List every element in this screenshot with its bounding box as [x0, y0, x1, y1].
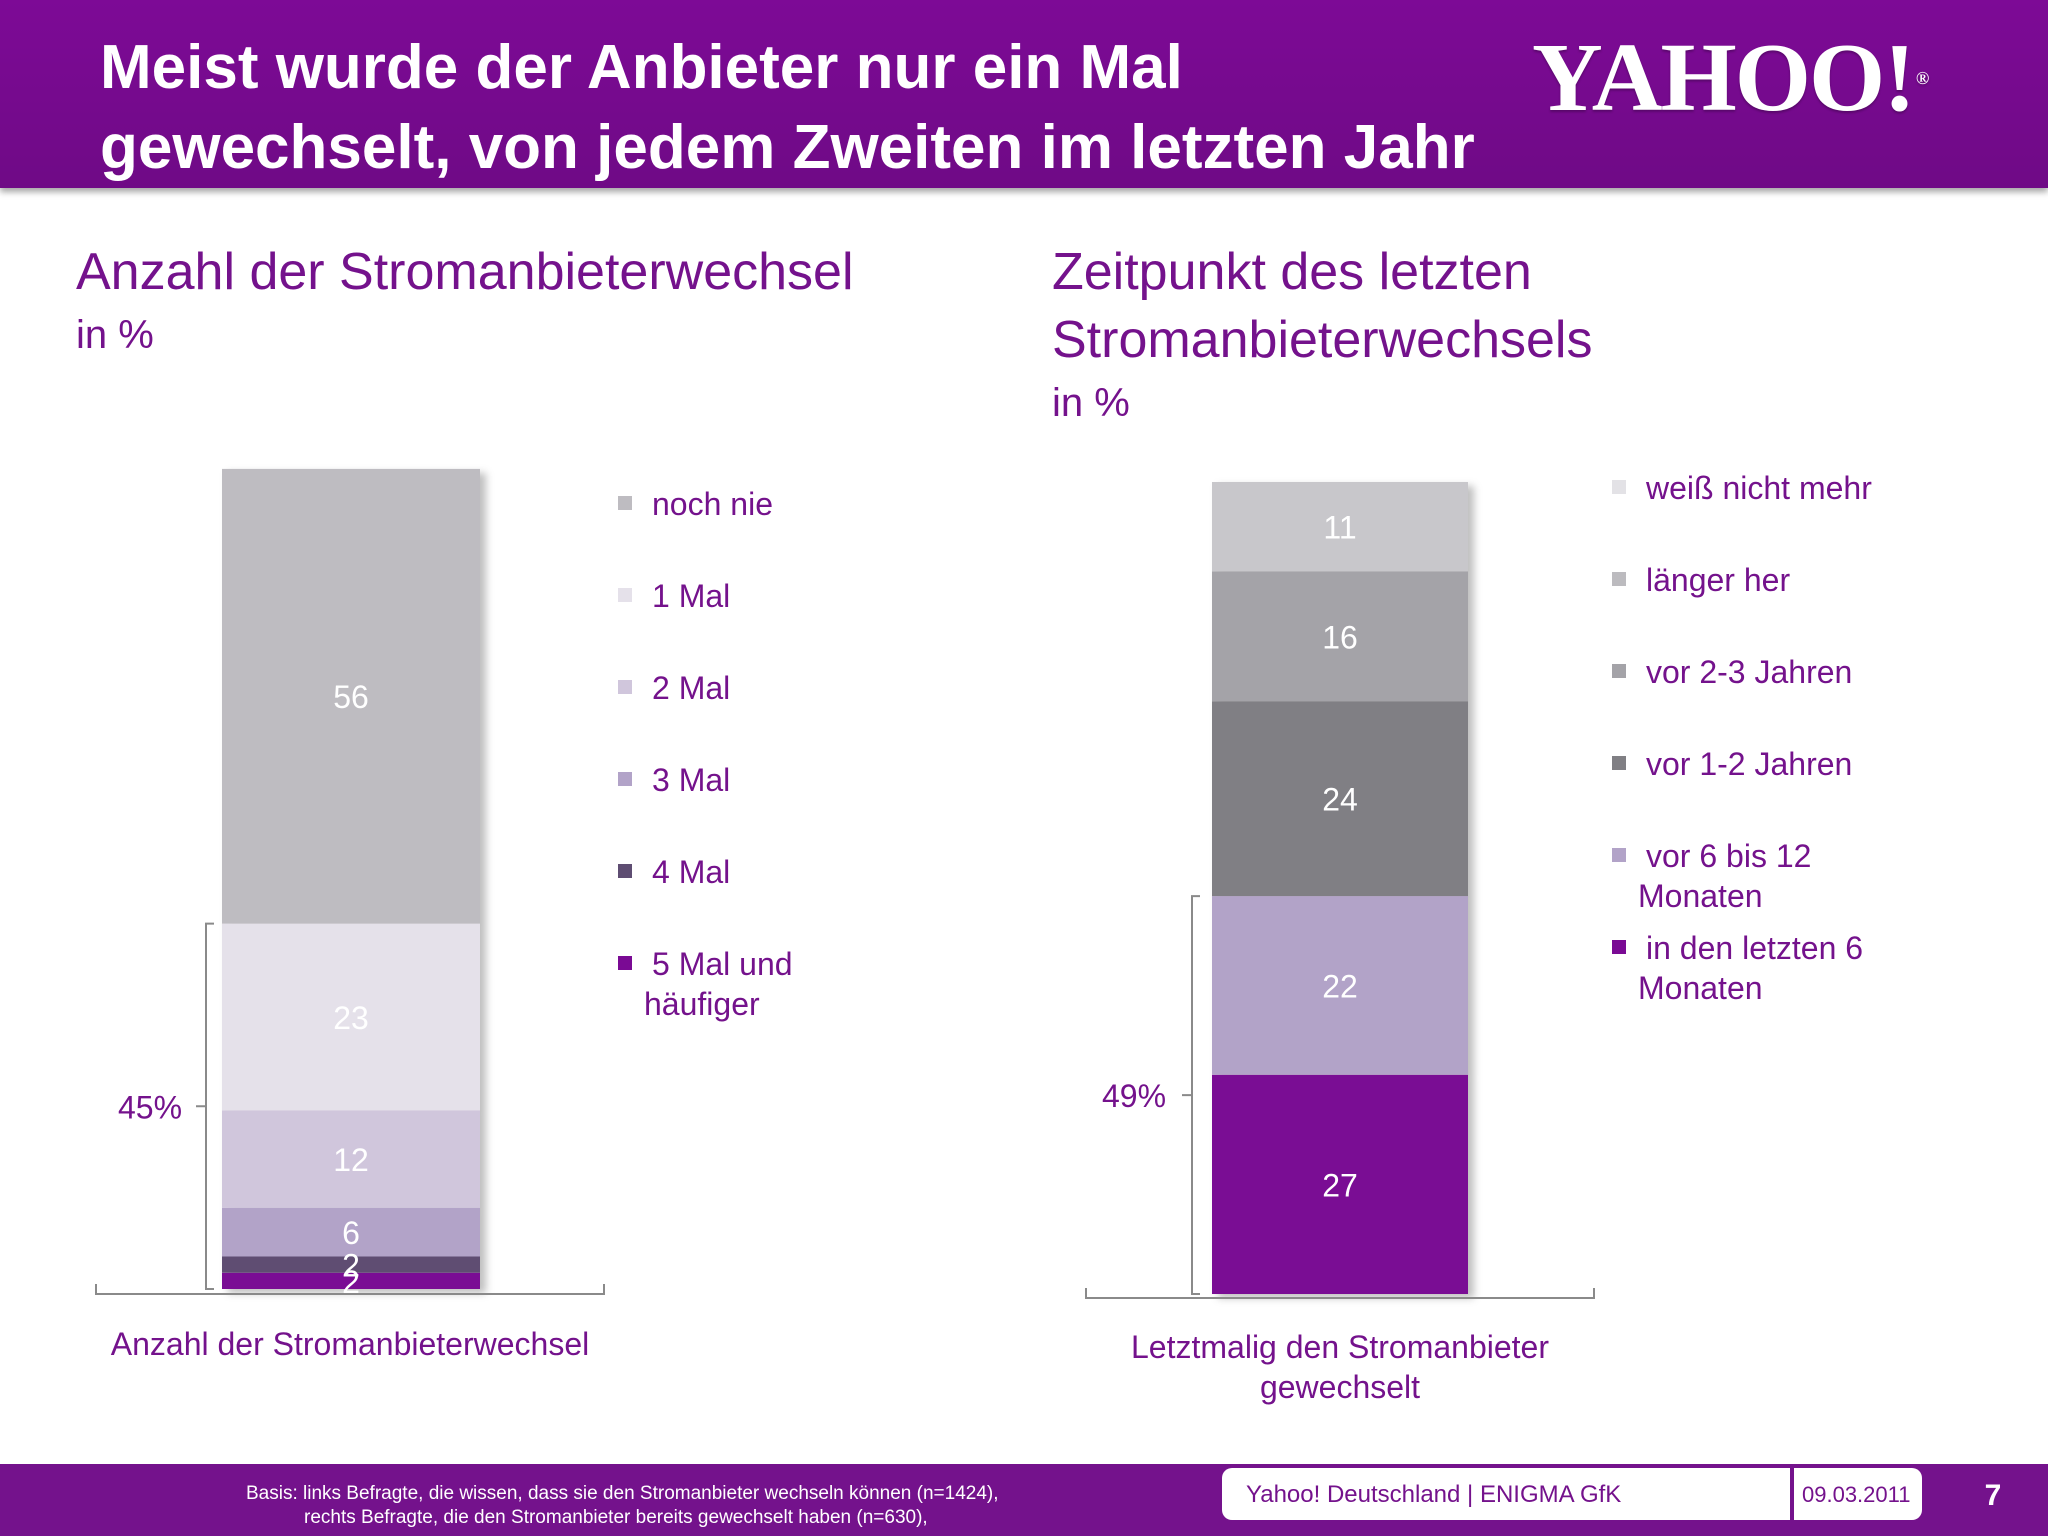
page-title-line-1: Meist wurde der Anbieter nur ein Mal [100, 33, 1183, 102]
right-label-vor-1-2-jahren: 24 [1322, 782, 1358, 818]
left-legend-label: 4 Mal [652, 852, 730, 892]
right-legend-label: vor 6 bis 12 Monaten [1638, 836, 1812, 916]
right-legend-label-line: in den letzten 6 [1646, 930, 1864, 966]
left-label-2-mal: 12 [333, 1142, 369, 1178]
left-legend-marker [618, 956, 632, 970]
right-label-vor-2-3-jahren: 16 [1322, 619, 1358, 655]
right-bar-vor-6-bis-12-monaten [1212, 896, 1468, 1075]
right-chart-title-line-1: Zeitpunkt des letzten [1052, 243, 1532, 301]
right-legend-label-line: länger her [1646, 562, 1791, 598]
right-legend-marker [1612, 572, 1626, 586]
page-title: Meist wurde der Anbieter nur ein Mal gew… [100, 28, 1560, 188]
right-legend-label-line: Monaten [1638, 878, 1763, 914]
right-bar-vor-1-2-jahren [1212, 701, 1468, 897]
right-chart-unit: in % [1052, 381, 1130, 425]
left-bar-noch-nie [222, 468, 480, 924]
left-label-3-mal: 6 [342, 1215, 360, 1251]
left-label-1-mal: 23 [333, 1000, 369, 1036]
footer-basis-line-1: Basis: links Befragte, die wissen, dass … [246, 1483, 999, 1504]
left-chart-unit: in % [76, 313, 154, 357]
left-legend-marker [618, 680, 632, 694]
right-legend-label-line: vor 2-3 Jahren [1646, 654, 1853, 690]
left-legend-label-line: 2 Mal [652, 670, 731, 706]
right-bar-vor-2-3-jahren [1212, 571, 1468, 702]
left-x-axis [95, 1284, 605, 1295]
left-legend-marker [618, 588, 632, 602]
left-legend-label: 5 Mal und häufiger [644, 944, 793, 1024]
right-legend-label: weiß nicht mehr [1646, 468, 1872, 508]
left-legend-label-line: 3 Mal [652, 762, 731, 798]
footer-info-panel [1222, 1468, 1922, 1520]
right-legend-marker [1612, 756, 1626, 770]
right-legend-label: vor 1-2 Jahren [1646, 744, 1852, 784]
left-bracket-label: 45% [118, 1089, 182, 1125]
left-legend-label: 3 Mal [652, 760, 730, 800]
right-label-in-den-letzten-6-monaten: 27 [1322, 1167, 1358, 1203]
right-legend-marker [1612, 848, 1626, 862]
left-legend-marker [618, 496, 632, 510]
right-legend-label-line: Monaten [1638, 970, 1763, 1006]
right-label-weiss-nicht-mehr: 11 [1323, 510, 1356, 546]
left-bar-5-mal-und-haeufiger [222, 1272, 480, 1289]
left-legend-marker [618, 864, 632, 878]
left-x-axis-label-line-1: Anzahl der Stromanbieterwechsel [111, 1326, 589, 1362]
footer-basis-line-2: rechts Befragte, die den Stromanbieter b… [304, 1507, 928, 1528]
page-number: 7 [1984, 1479, 2002, 1512]
page-title-line-2: gewechselt, von jedem Zweiten im letzten… [100, 113, 1475, 182]
left-bar-1-mal [222, 923, 480, 1111]
right-legend-label: vor 2-3 Jahren [1646, 652, 1852, 692]
footer-date: 09.03.2011 [1802, 1482, 1911, 1507]
right-x-axis-label-line-2: gewechselt [1260, 1369, 1420, 1405]
right-chart-title-line-2: Stromanbieterwechsels [1052, 311, 1593, 369]
right-legend-label-line: weiß nicht mehr [1646, 470, 1872, 506]
left-legend-label-line: 1 Mal [652, 578, 731, 614]
left-legend-label-line: häufiger [644, 986, 760, 1022]
left-legend-label-line: noch nie [652, 486, 773, 522]
left-bracket [196, 922, 214, 1290]
yahoo-logo-registered: ® [1915, 68, 1930, 88]
right-chart-title: Zeitpunkt des letzten Stromanbieterwechs… [1052, 238, 1592, 374]
left-legend-label: noch nie [652, 484, 773, 524]
right-legend-marker [1612, 664, 1626, 678]
left-chart-title: Anzahl der Stromanbieterwechsel [76, 243, 854, 301]
left-bar-4-mal [222, 1256, 480, 1273]
right-legend-label-line: vor 6 bis 12 [1646, 838, 1812, 874]
left-legend-label-line: 4 Mal [652, 854, 731, 890]
right-legend-marker [1612, 480, 1626, 494]
left-label-noch-nie: 56 [333, 679, 369, 715]
left-bar-2-mal [222, 1110, 480, 1208]
yahoo-logo: YAHOO! ® [1532, 28, 1962, 128]
yahoo-logo-text: YAHOO! [1532, 24, 1916, 132]
right-legend-marker [1612, 940, 1626, 954]
right-legend-label-line: vor 1-2 Jahren [1646, 746, 1853, 782]
left-bar-3-mal [222, 1207, 480, 1257]
right-legend-label: in den letzten 6 Monaten [1638, 928, 1864, 1008]
right-bar-weiss-nicht-mehr [1212, 482, 1468, 572]
right-x-axis-label-line-1: Letztmalig den Stromanbieter [1131, 1329, 1549, 1365]
right-bar-stack [1212, 482, 1468, 1294]
left-bar-stack [222, 468, 480, 1289]
header-bar [0, 0, 2048, 188]
right-chart: 27 22 24 16 11 Letztmalig den Stromanbieter ge… [1085, 482, 1595, 1405]
footer-organisation: Yahoo! Deutschland | ENIGMA GfK [1246, 1481, 1622, 1508]
right-x-axis [1085, 1288, 1595, 1299]
right-legend-label: länger her [1646, 560, 1790, 600]
left-label-5-mal-und-haeufiger: 2 [342, 1264, 360, 1300]
footer-separator [1790, 1468, 1794, 1520]
footer-basis-note: Basis: links Befragte, die wissen, dass … [246, 1482, 999, 1530]
right-bracket [1182, 895, 1200, 1295]
right-bracket-label: 49% [1102, 1078, 1166, 1114]
left-legend-label-line: 5 Mal und [652, 946, 793, 982]
left-label-4-mal: 2 [342, 1248, 360, 1284]
right-label-vor-6-bis-12-monaten: 22 [1322, 968, 1358, 1004]
left-legend-label: 1 Mal [652, 576, 730, 616]
left-legend-label: 2 Mal [652, 668, 730, 708]
right-bar-in-den-letzten-6-monaten [1212, 1074, 1468, 1294]
left-legend-marker [618, 772, 632, 786]
